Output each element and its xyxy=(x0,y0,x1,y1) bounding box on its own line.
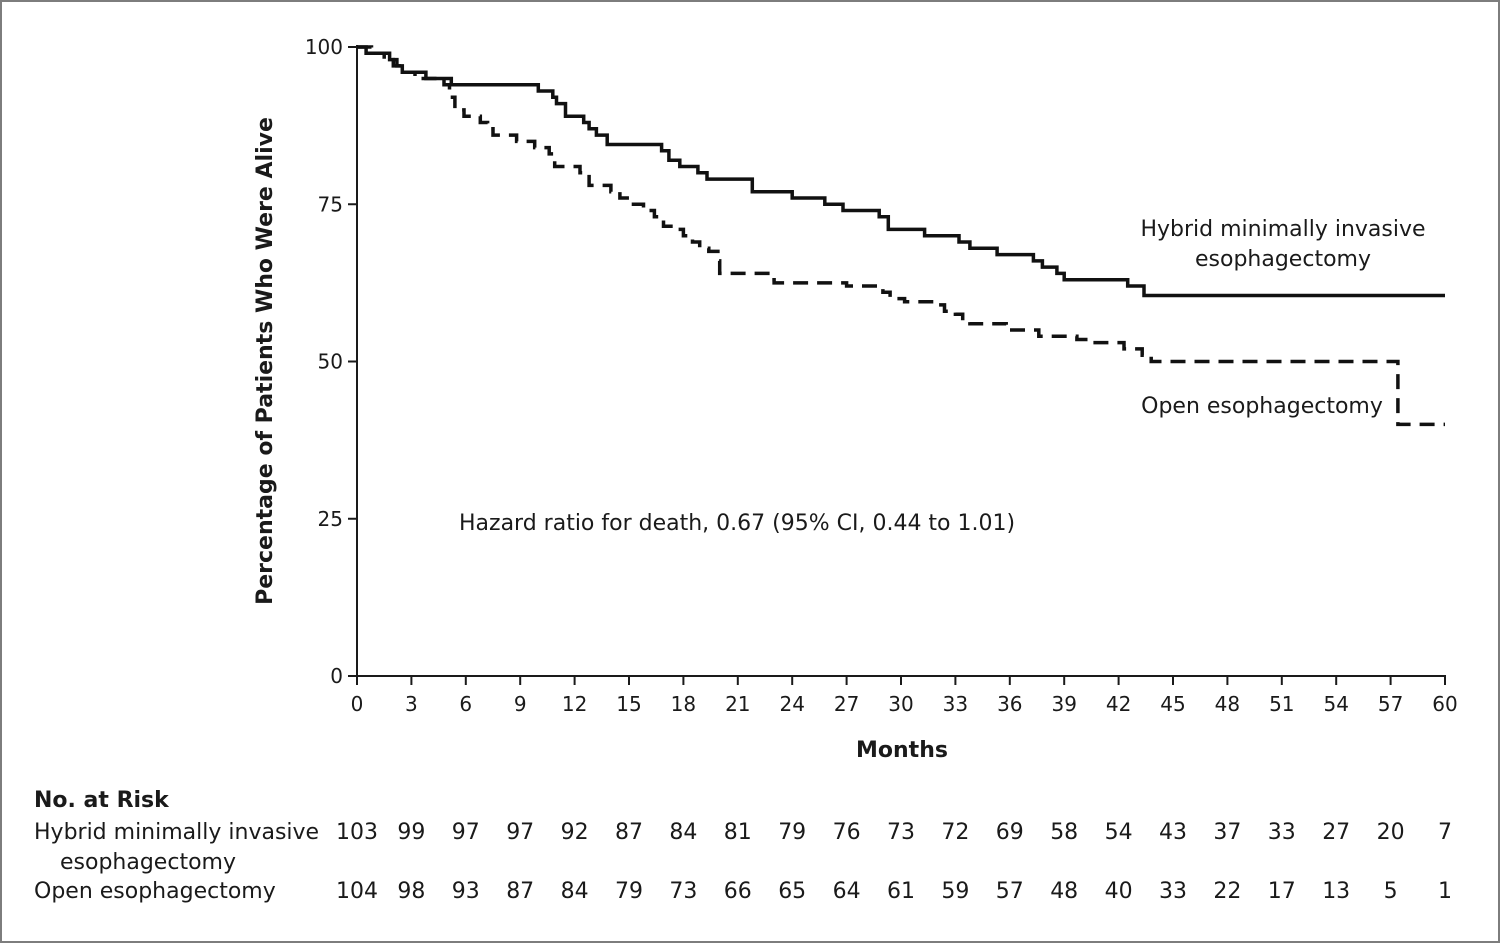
risk-value-row0-30: 73 xyxy=(887,820,915,845)
risk-value-row1-60: 1 xyxy=(1438,879,1452,904)
risk-value-row0-45: 43 xyxy=(1159,820,1187,845)
risk-value-row1-57: 5 xyxy=(1384,879,1398,904)
risk-value-row1-18: 73 xyxy=(669,879,697,904)
risk-table-title: No. at Risk xyxy=(34,788,170,813)
x-tick-label-21: 21 xyxy=(725,692,750,716)
x-tick-label-18: 18 xyxy=(671,692,696,716)
x-tick-label-51: 51 xyxy=(1269,692,1294,716)
x-tick-label-9: 9 xyxy=(514,692,527,716)
risk-value-row1-42: 40 xyxy=(1105,879,1133,904)
hazard-ratio-annotation: Hazard ratio for death, 0.67 (95% CI, 0.… xyxy=(459,511,1015,536)
chart-labels: Percentage of Patients Who Were Alive Mo… xyxy=(253,117,1426,763)
risk-values: 103 99 97 97 92 87 84 81 79 76 73 72 69 58 54 43 37 33 27 2… xyxy=(336,820,1452,904)
risk-value-row1-51: 17 xyxy=(1268,879,1296,904)
risk-value-row1-12: 84 xyxy=(561,879,589,904)
risk-value-row0-15: 87 xyxy=(615,820,643,845)
risk-value-row1-21: 66 xyxy=(724,879,752,904)
y-tick-label-75: 75 xyxy=(318,192,343,216)
risk-value-row0-27: 76 xyxy=(833,820,861,845)
risk-value-row0-21: 81 xyxy=(724,820,752,845)
risk-value-row0-51: 33 xyxy=(1268,820,1296,845)
risk-value-row0-3: 99 xyxy=(397,820,425,845)
risk-value-row1-6: 93 xyxy=(452,879,480,904)
risk-value-row0-0: 103 xyxy=(336,820,378,845)
x-tick-label-15: 15 xyxy=(616,692,641,716)
curve-open xyxy=(357,45,1445,427)
risk-value-row0-33: 72 xyxy=(941,820,969,845)
x-tick-label-36: 36 xyxy=(997,692,1022,716)
risk-value-row1-27: 64 xyxy=(833,879,861,904)
risk-value-row1-3: 98 xyxy=(397,879,425,904)
series-label-hybrid-line-1: Hybrid minimally invasive xyxy=(1140,217,1425,242)
risk-value-row0-57: 20 xyxy=(1377,820,1405,845)
risk-value-row1-45: 33 xyxy=(1159,879,1187,904)
x-tick-label-39: 39 xyxy=(1051,692,1076,716)
x-tick-label-6: 6 xyxy=(459,692,472,716)
risk-value-row0-39: 58 xyxy=(1050,820,1078,845)
risk-value-row0-18: 84 xyxy=(669,820,697,845)
risk-value-row0-12: 92 xyxy=(561,820,589,845)
y-tick-label-50: 50 xyxy=(318,350,343,374)
risk-value-row1-33: 59 xyxy=(941,879,969,904)
x-tick-label-33: 33 xyxy=(943,692,968,716)
risk-row-label-open: Open esophagectomy xyxy=(34,879,276,904)
risk-value-row1-24: 65 xyxy=(778,879,806,904)
risk-value-row1-54: 13 xyxy=(1322,879,1350,904)
y-axis-title: Percentage of Patients Who Were Alive xyxy=(253,117,278,605)
y-tick-label-25: 25 xyxy=(318,507,343,531)
x-tick-label-12: 12 xyxy=(562,692,587,716)
x-tick-label-24: 24 xyxy=(779,692,804,716)
survival-curves xyxy=(357,45,1445,427)
x-tick-label-48: 48 xyxy=(1215,692,1240,716)
x-tick-label-54: 54 xyxy=(1323,692,1348,716)
risk-row-label-hybrid-line-1: Hybrid minimally invasive xyxy=(34,820,319,845)
x-tick-label-45: 45 xyxy=(1160,692,1185,716)
risk-value-row0-48: 37 xyxy=(1213,820,1241,845)
x-tick-label-0: 0 xyxy=(351,692,364,716)
x-axis-title: Months xyxy=(856,738,948,763)
risk-value-row0-9: 97 xyxy=(506,820,534,845)
risk-value-row1-48: 22 xyxy=(1213,879,1241,904)
y-tick-label-100: 100 xyxy=(305,35,343,59)
risk-value-row1-15: 79 xyxy=(615,879,643,904)
risk-value-row0-54: 27 xyxy=(1322,820,1350,845)
series-label-hybrid-line-2: esophagectomy xyxy=(1195,247,1371,272)
x-tick-label-57: 57 xyxy=(1378,692,1403,716)
risk-row-label-hybrid-line-2: esophagectomy xyxy=(60,850,236,875)
risk-value-row0-36: 69 xyxy=(996,820,1024,845)
y-tick-label-0: 0 xyxy=(330,664,343,688)
x-tick-label-3: 3 xyxy=(405,692,418,716)
x-tick-label-27: 27 xyxy=(834,692,859,716)
x-tick-label-30: 30 xyxy=(888,692,913,716)
risk-value-row0-42: 54 xyxy=(1105,820,1133,845)
series-label-open: Open esophagectomy xyxy=(1141,394,1383,419)
risk-value-row1-9: 87 xyxy=(506,879,534,904)
curve-hybrid xyxy=(357,45,1445,298)
risk-value-row1-0: 104 xyxy=(336,879,378,904)
x-tick-label-42: 42 xyxy=(1106,692,1131,716)
x-tick-label-60: 60 xyxy=(1432,692,1457,716)
risk-value-row1-39: 48 xyxy=(1050,879,1078,904)
risk-value-row1-30: 61 xyxy=(887,879,915,904)
risk-value-row0-24: 79 xyxy=(778,820,806,845)
risk-value-row0-6: 97 xyxy=(452,820,480,845)
risk-value-row0-60: 7 xyxy=(1438,820,1452,845)
risk-value-row1-36: 57 xyxy=(996,879,1024,904)
risk-table: No. at Risk Hybrid minimally invasive es… xyxy=(34,788,1452,904)
